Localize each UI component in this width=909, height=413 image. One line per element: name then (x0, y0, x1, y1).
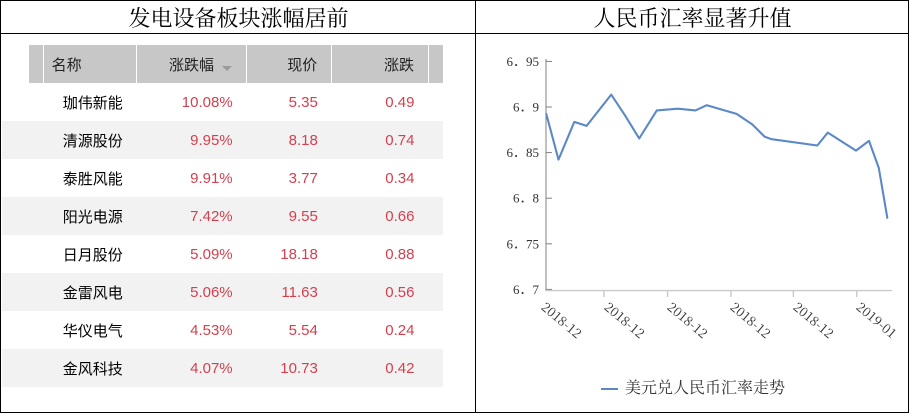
svg-text:6．7: 6．7 (513, 282, 540, 297)
svg-text:6．85: 6．85 (506, 145, 539, 160)
svg-text:6．8: 6．8 (513, 191, 539, 206)
svg-text:6．75: 6．75 (506, 236, 539, 251)
svg-text:6．9: 6．9 (513, 100, 539, 115)
svg-text:6．95: 6．95 (506, 54, 539, 69)
